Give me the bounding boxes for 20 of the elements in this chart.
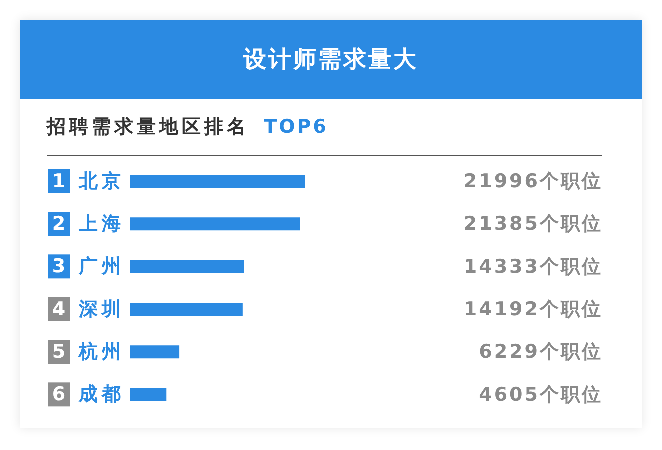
data-label: 21996个职位 (464, 170, 603, 192)
chart-subtitle: 招聘需求量地区排名 TOP6 (47, 116, 328, 138)
y-tick-label: 3 广州 (52, 256, 125, 278)
bar (130, 346, 180, 359)
y-tick-label: 5 杭州 (52, 341, 125, 363)
bar (130, 303, 243, 316)
chart-title: 设计师需求量大 (244, 46, 418, 75)
y-tick-label: 1 北京 (52, 170, 125, 192)
y-tick-label: 6 成都 (52, 384, 125, 406)
y-tick-label: 4 深圳 (52, 298, 125, 320)
data-label: 21385个职位 (464, 213, 603, 236)
data-label: 4605个职位 (479, 384, 603, 406)
y-tick-label: 2 上海 (52, 213, 125, 235)
data-label: 14192个职位 (464, 298, 603, 320)
bar (130, 218, 300, 231)
data-label: 6229个职位 (479, 341, 603, 364)
bar (130, 175, 305, 188)
bar (130, 260, 244, 274)
bar (130, 388, 167, 402)
data-label: 14333个职位 (464, 256, 603, 278)
